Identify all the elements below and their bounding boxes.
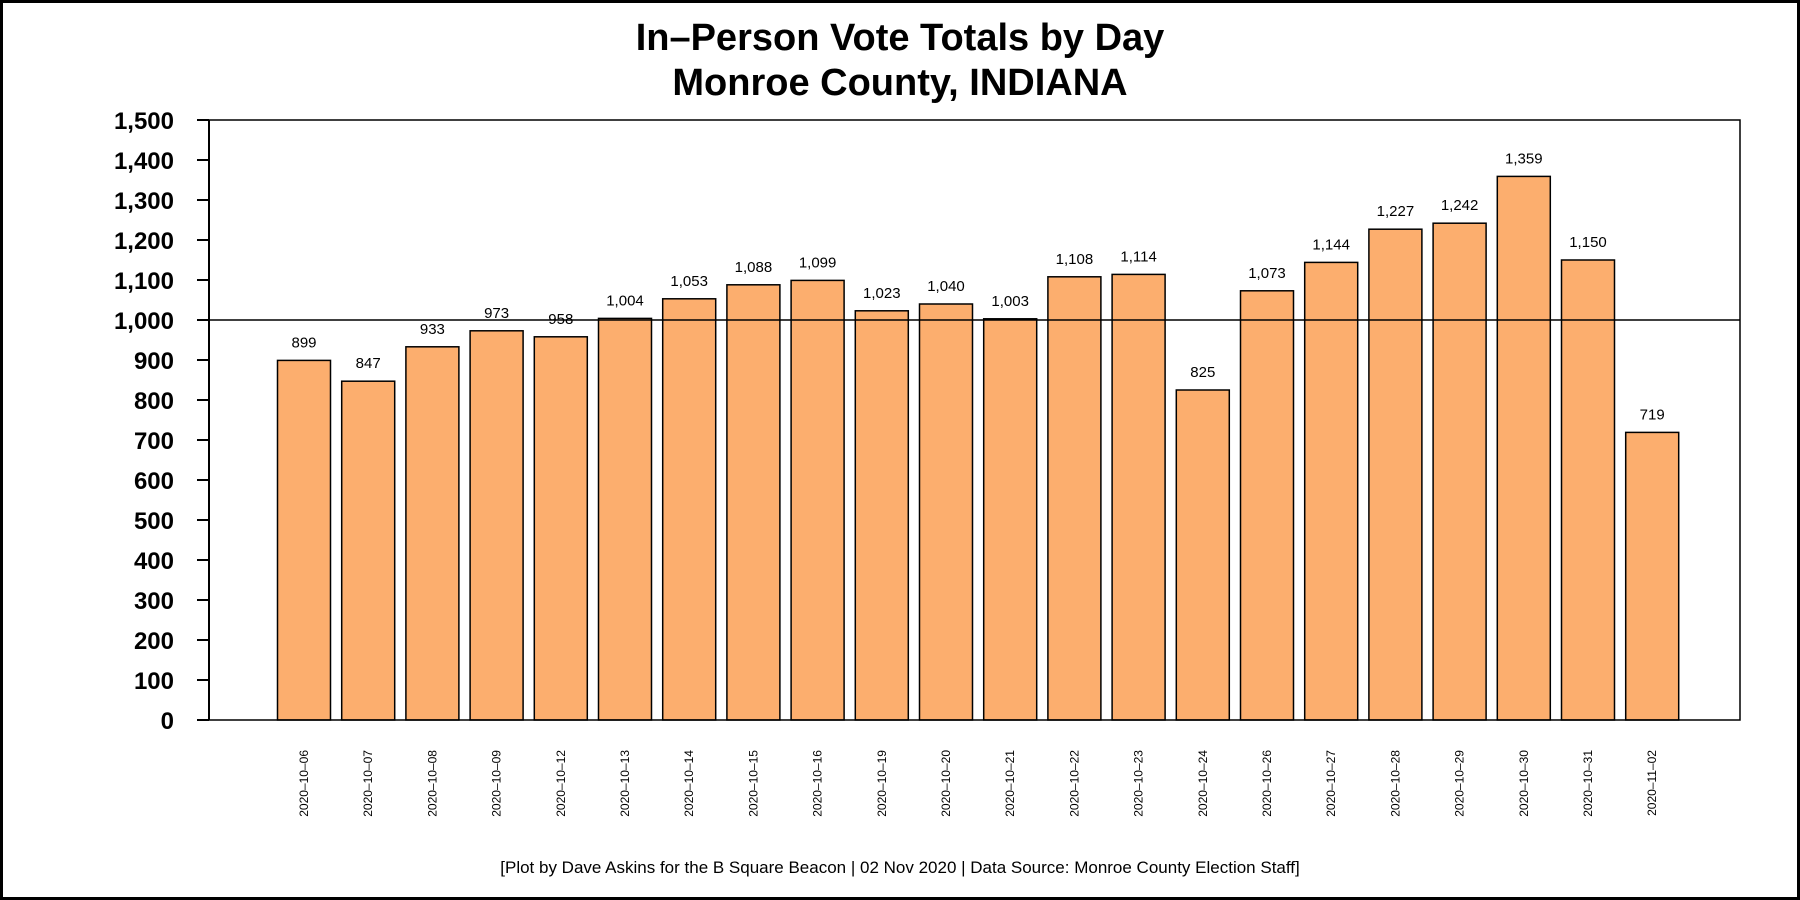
x-tick-label-2020–10–23: 2020–10–23 [1132, 750, 1146, 817]
y-tick-label-1200: 1,200 [114, 228, 174, 255]
bar-2020–10–06 [276, 359, 332, 721]
y-tick-label-700: 700 [134, 428, 174, 455]
data-label-2020–10–28: 1,227 [1377, 203, 1415, 220]
x-tick-label-2020–10–28: 2020–10–28 [1388, 750, 1402, 817]
x-tick-label-2020–11–02: 2020–11–02 [1645, 750, 1659, 816]
y-tick-label-100: 100 [134, 668, 174, 695]
y-tick-label-600: 600 [134, 468, 174, 495]
data-label-2020–10–21: 1,003 [991, 293, 1029, 310]
bar-2020–10–13 [597, 317, 653, 721]
x-tick-label-2020–10–08: 2020–10–08 [425, 750, 439, 817]
source-caption: [Plot by Dave Askins for the B Square Be… [500, 858, 1300, 877]
y-tick-label-300: 300 [134, 588, 174, 615]
y-tick-label-800: 800 [134, 388, 174, 415]
bar-2020–10–29 [1432, 222, 1487, 721]
bar-2020–10–19 [854, 310, 910, 721]
bar-2020–10–27 [1303, 261, 1359, 721]
data-label-2020–10–07: 847 [356, 355, 381, 372]
data-label-2020–10–19: 1,023 [863, 285, 901, 302]
data-label-2020–10–13: 1,004 [606, 292, 644, 309]
bars-layer [276, 175, 1680, 721]
y-tick-label-500: 500 [134, 508, 174, 535]
y-tick-label-1100: 1,100 [114, 268, 174, 295]
x-tick-label-2020–10–27: 2020–10–27 [1324, 750, 1338, 817]
data-label-2020–10–15: 1,088 [735, 259, 773, 276]
bar-2020–10–23 [1111, 273, 1166, 721]
bar-2020–10–26 [1239, 290, 1295, 721]
chart-title: In–Person Vote Totals by Day [635, 17, 1165, 59]
data-label-2020–10–16: 1,099 [799, 254, 837, 271]
data-label-2020–10–24: 825 [1190, 364, 1215, 381]
x-tick-label-2020–10–31: 2020–10–31 [1581, 750, 1595, 817]
x-tick-label-2020–10–24: 2020–10–24 [1196, 750, 1210, 817]
chart-subtitle: Monroe County, INDIANA [672, 62, 1128, 104]
bar-2020–10–16 [790, 279, 845, 721]
bar-2020–10–21 [982, 318, 1038, 721]
bar-2020–10–24 [1175, 389, 1231, 721]
data-label-2020–10–09: 973 [484, 305, 509, 322]
bar-2020–10–22 [1047, 276, 1102, 721]
x-axis: 2020–10–06 2020–10–07 2020–10–08 2020–10–09… [297, 750, 1659, 817]
bar-2020–10–08 [405, 346, 460, 721]
bar-2020–11–02 [1624, 431, 1680, 721]
bar-2020–10–31 [1560, 259, 1616, 721]
y-axis: 0 100 200 300 400 500 600 700 800 900 1,000 1,100 1,… [114, 108, 210, 735]
x-tick-label-2020–10–21: 2020–10–21 [1003, 750, 1017, 817]
x-tick-label-2020–10–12: 2020–10–12 [554, 750, 568, 817]
x-tick-label-2020–10–06: 2020–10–06 [297, 750, 311, 817]
bar-2020–10–15 [726, 284, 781, 721]
data-label-2020–10–14: 1,053 [670, 273, 708, 290]
bar-2020–10–12 [533, 336, 589, 721]
x-tick-label-2020–10–15: 2020–10–15 [746, 750, 760, 817]
x-tick-label-2020–10–29: 2020–10–29 [1453, 750, 1467, 817]
data-label-2020–10–26: 1,073 [1248, 265, 1286, 282]
data-label-2020–10–22: 1,108 [1056, 251, 1094, 268]
data-label-2020–10–27: 1,144 [1312, 236, 1350, 253]
y-tick-label-1300: 1,300 [114, 188, 174, 215]
y-tick-label-1000: 1,000 [114, 308, 174, 335]
y-tick-label-200: 200 [134, 628, 174, 655]
data-label-2020–10–20: 1,040 [927, 278, 965, 295]
x-tick-label-2020–10–20: 2020–10–20 [939, 750, 953, 817]
x-tick-label-2020–10–07: 2020–10–07 [361, 750, 375, 817]
bar-2020–10–28 [1368, 228, 1423, 721]
y-tick-label-1500: 1,500 [114, 108, 174, 135]
bar-2020–10–07 [340, 380, 396, 721]
data-label-2020–10–31: 1,150 [1569, 234, 1607, 251]
data-label-2020–10–29: 1,242 [1441, 197, 1479, 214]
data-label-2020–10–30: 1,359 [1505, 150, 1543, 167]
y-tick-label-400: 400 [134, 548, 174, 575]
x-tick-label-2020–10–14: 2020–10–14 [682, 750, 696, 817]
y-tick-label-900: 900 [134, 348, 174, 375]
data-labels-layer: 899 847 933 973 958 1,004 1,053 1,088 1,099 1,023… [291, 150, 1664, 423]
data-label-2020–10–23: 1,114 [1120, 248, 1156, 265]
x-tick-label-2020–10–16: 2020–10–16 [811, 750, 825, 817]
x-tick-label-2020–10–09: 2020–10–09 [490, 750, 504, 817]
bar-2020–10–09 [469, 330, 524, 721]
data-label-2020–10–08: 933 [420, 321, 445, 338]
x-tick-label-2020–10–13: 2020–10–13 [618, 750, 632, 817]
bar-2020–10–14 [661, 298, 717, 721]
x-tick-label-2020–10–30: 2020–10–30 [1517, 750, 1531, 817]
x-tick-label-2020–10–19: 2020–10–19 [875, 750, 889, 817]
x-tick-label-2020–10–22: 2020–10–22 [1067, 750, 1081, 817]
y-tick-label-0: 0 [161, 708, 174, 735]
bar-2020–10–20 [918, 303, 974, 721]
data-label-2020–10–06: 899 [291, 334, 316, 351]
data-label-2020–11–02: 719 [1640, 406, 1665, 423]
y-tick-label-1400: 1,400 [114, 148, 174, 175]
data-label-2020–10–12: 958 [548, 311, 573, 328]
bar-2020–10–30 [1496, 175, 1552, 721]
x-tick-label-2020–10–26: 2020–10–26 [1260, 750, 1274, 817]
